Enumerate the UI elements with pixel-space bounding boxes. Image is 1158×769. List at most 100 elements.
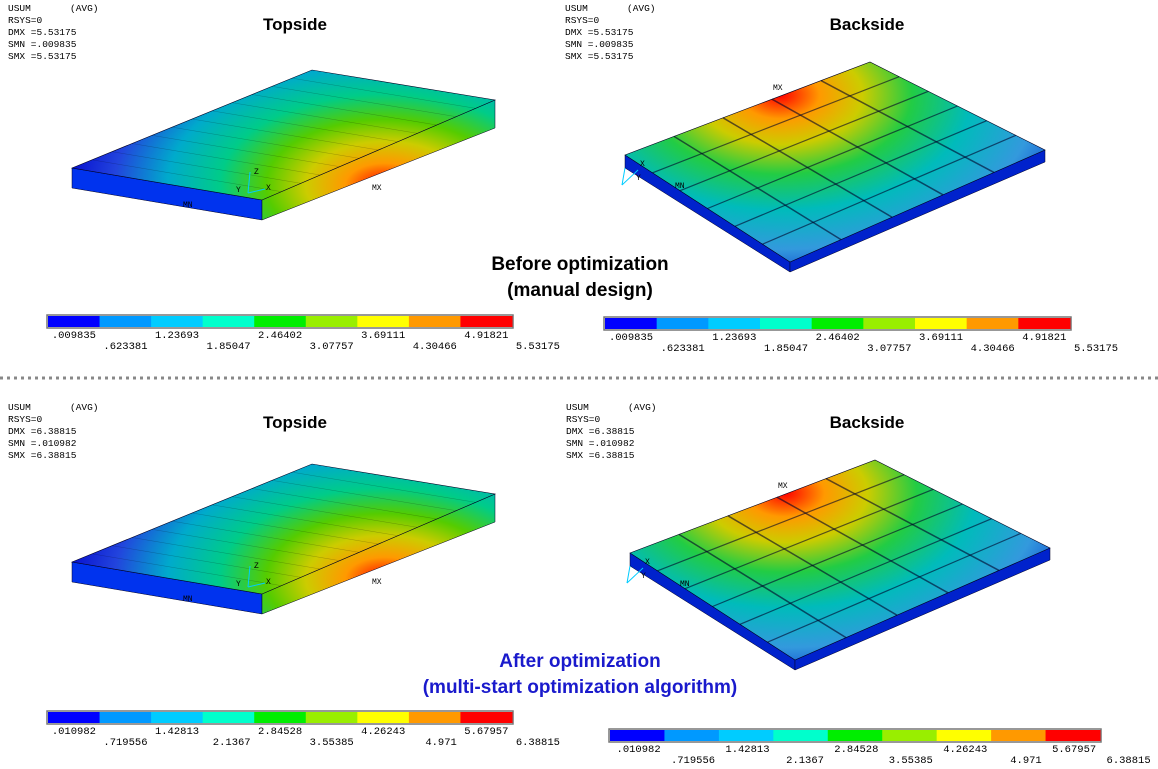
model: MX MN XY [627,460,1050,670]
header-smx: SMX =5.53175 [8,51,77,62]
colorbar-segment [610,730,665,741]
header-quantity: USUM [8,402,31,413]
colorbar-label: 1.42813 [725,744,769,756]
colorbar-label: 2.46402 [816,332,860,344]
colorbar-segment [357,316,409,327]
colorbar-label: 2.84528 [258,726,302,738]
header-smn: SMN =.010982 [8,438,77,449]
colorbar-segment [306,316,358,327]
colorbar-label: 3.55385 [310,737,354,749]
colorbar-label: 1.42813 [155,726,199,738]
header-smx: SMX =6.38815 [566,450,635,461]
colorbar-label: .010982 [52,726,96,738]
colorbar-label: 1.85047 [764,343,808,355]
header-smn: SMN =.010982 [566,438,635,449]
colorbar-label: 5.67957 [464,726,508,738]
colorbar-label: .719556 [103,737,147,749]
colorbar-label: .623381 [103,341,147,353]
figure: USUMRSYS=0DMX =5.53175SMN =.009835SMX =5… [0,0,1158,769]
colorbar-segment [1018,318,1070,329]
colorbar-segment [664,730,719,741]
colorbar-segment [657,318,709,329]
axis-label: Z [254,168,259,177]
colorbar-label: .010982 [617,744,661,756]
colorbar-segment [151,316,203,327]
colorbar-label: .719556 [671,755,715,767]
caption-line: Before optimization [491,254,668,275]
model: MXMNXYZ [72,464,495,614]
axis-label: X [266,578,271,587]
colorbar-segment [760,318,812,329]
panel-title: Backside [830,15,905,34]
colorbar-label: 3.07757 [867,343,911,355]
header-dmx: DMX =6.38815 [8,426,77,437]
colorbar-segment [306,712,358,723]
colorbar-segment [48,316,100,327]
colorbar-segment [357,712,409,723]
colorbar-segment [48,712,100,723]
colorbar-label: 3.07757 [310,341,354,353]
colorbar-label: .009835 [609,332,653,344]
colorbar-segment [828,730,883,741]
max-marker: MX [778,482,788,491]
header-average: (AVG) [70,402,99,413]
axis-label: Y [236,186,241,195]
panel-title: Topside [263,15,327,34]
colorbar-label: 3.55385 [889,755,933,767]
colorbar-label: 4.26243 [361,726,405,738]
min-marker: MN [680,580,690,589]
header-rsys: RSYS=0 [566,414,601,425]
header-rsys: RSYS=0 [565,15,600,26]
header-smn: SMN =.009835 [8,39,77,50]
colorbar-segment [937,730,992,741]
header-smn: SMN =.009835 [565,39,634,50]
colorbar-label: 5.53175 [1074,343,1118,355]
axis-label: Y [236,580,241,589]
colorbar-segment [254,316,306,327]
colorbar-label: 1.85047 [207,341,251,353]
header-average: (AVG) [627,3,656,14]
colorbar-label: 2.46402 [258,330,302,342]
colorbar-label: 2.84528 [834,744,878,756]
colorbar-segment [773,730,828,741]
header-rsys: RSYS=0 [8,414,43,425]
colorbar-label: 4.30466 [971,343,1015,355]
caption-line: (manual design) [507,280,653,301]
header-rsys: RSYS=0 [8,15,43,26]
colorbar-segment [151,712,203,723]
colorbar-label: 1.23693 [155,330,199,342]
colorbar-label: 4.30466 [413,341,457,353]
colorbar-label: 1.23693 [712,332,756,344]
colorbar-segment [460,316,512,327]
panel-title: Backside [830,413,905,432]
axis-label: Y [641,572,646,581]
header-quantity: USUM [566,402,589,413]
colorbar-label: 3.69111 [361,330,405,342]
axis-label: X [266,184,271,193]
axis-label: X [645,558,650,567]
header-average: (AVG) [70,3,99,14]
colorbar-segment [967,318,1019,329]
plate-top [630,460,1050,660]
header-average: (AVG) [628,402,657,413]
colorbar-segment [708,318,760,329]
plate-top [625,62,1045,262]
colorbar-label: 4.91821 [464,330,508,342]
caption-line: After optimization [499,651,661,672]
axis-label: X [640,160,645,169]
colorbar-segment [719,730,774,741]
colorbar-label: 5.67957 [1052,744,1096,756]
colorbar-label: 2.1367 [213,737,251,749]
axis-label: Z [254,562,259,571]
panel-title: Topside [263,413,327,432]
colorbar-segment [203,712,255,723]
max-marker: MX [372,184,382,193]
caption-line: (multi-start optimization algorithm) [423,677,738,698]
colorbar-label: 3.69111 [919,332,963,344]
colorbar-segment [254,712,306,723]
colorbar-label: 4.26243 [943,744,987,756]
